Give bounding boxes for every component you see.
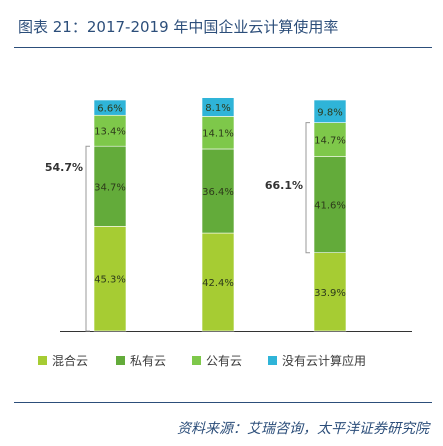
bar-segment-2017-3 [93, 99, 127, 116]
data-label-2018-2: 14.1% [202, 129, 234, 140]
legend-swatch-1 [116, 356, 125, 365]
x-tick-2018: 2018 [203, 338, 234, 340]
data-label-2018-3: 8.1% [205, 103, 230, 114]
source-rule [14, 402, 432, 403]
annotation-label-2017: 54.7% [45, 161, 83, 174]
data-label-2017-1: 34.7% [94, 182, 126, 193]
data-label-2019-1: 41.6% [314, 201, 346, 212]
figure-title: 图表 21：2017-2019 年中国企业云计算使用率 [18, 18, 339, 36]
data-label-2018-1: 36.4% [202, 187, 234, 198]
bar-segment-2017-2 [93, 114, 127, 147]
legend-item-1: 私有云 [116, 352, 166, 369]
legend-item-0: 混合云 [38, 352, 88, 369]
legend-swatch-2 [192, 356, 201, 365]
annotation-bracket-2017 [85, 145, 90, 332]
bar-segment-2018-2 [201, 116, 235, 150]
data-label-2019-3: 9.8% [317, 107, 342, 118]
bar-segment-2019-3 [313, 99, 347, 123]
data-label-2018-0: 42.4% [202, 278, 234, 289]
bar-segment-2019-1 [313, 156, 347, 253]
data-label-2019-0: 33.9% [314, 288, 346, 299]
legend-item-2: 公有云 [192, 352, 242, 369]
annotation-bracket-2019 [305, 122, 310, 254]
data-label-2017-0: 45.3% [94, 275, 126, 286]
legend-swatch-3 [268, 356, 277, 365]
bar-segment-2019-2 [313, 122, 347, 157]
annotation-label-2019: 66.1% [265, 179, 303, 192]
legend-label-2: 公有云 [206, 354, 243, 368]
stacked-bar-chart: 45.3% 34.7% 13.4% 6.6% 2017 42.4% 36.4% 14.1% 8.… [45, 97, 412, 340]
x-tick-2019: 2019 [315, 338, 346, 340]
bar-segment-2017-0 [93, 226, 127, 332]
source-note: 资料来源：艾瑞咨询，太平洋证券研究院 [177, 421, 429, 437]
data-label-2017-3: 6.6% [97, 104, 122, 115]
title-rule [14, 47, 432, 48]
bar-segment-2018-1 [201, 148, 235, 234]
data-label-2017-2: 13.4% [94, 127, 126, 138]
bar-segment-2018-3 [201, 97, 235, 117]
x-tick-2017: 2017 [95, 338, 126, 340]
legend-item-3: 没有云计算应用 [268, 352, 366, 369]
data-label-2019-2: 14.7% [314, 136, 346, 147]
legend-label-0: 混合云 [52, 354, 89, 368]
legend-swatch-0 [38, 356, 47, 365]
legend-label-1: 私有云 [130, 354, 167, 368]
legend-label-3: 没有云计算应用 [282, 354, 367, 368]
chart-legend: 混合云 私有云 公有云 没有云计算应用 [20, 352, 440, 376]
